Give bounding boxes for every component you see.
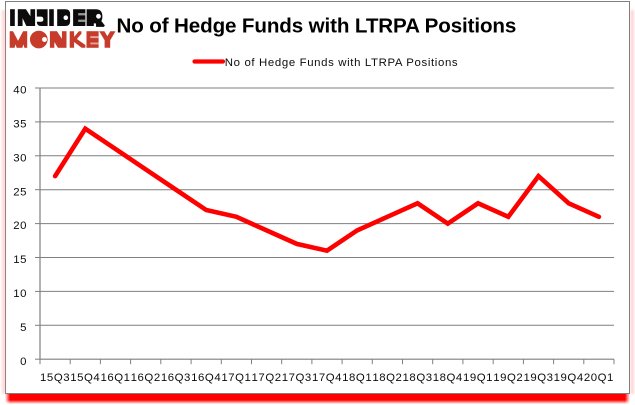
svg-text:15Q4: 15Q4: [70, 372, 100, 384]
svg-text:15Q3: 15Q3: [40, 372, 70, 384]
svg-text:0: 0: [20, 356, 27, 368]
svg-text:18Q4: 18Q4: [433, 372, 463, 384]
svg-text:19Q2: 19Q2: [493, 372, 523, 384]
svg-text:30: 30: [13, 152, 27, 164]
svg-text:17Q1: 17Q1: [221, 372, 251, 384]
svg-text:16Q4: 16Q4: [191, 372, 221, 384]
svg-text:16Q2: 16Q2: [131, 372, 161, 384]
svg-text:40: 40: [13, 85, 27, 97]
svg-text:10: 10: [13, 288, 27, 300]
svg-text:35: 35: [13, 119, 27, 131]
svg-text:16Q3: 16Q3: [161, 372, 191, 384]
svg-text:16Q1: 16Q1: [100, 372, 130, 384]
svg-text:19Q4: 19Q4: [554, 372, 584, 384]
svg-text:20: 20: [13, 220, 27, 232]
svg-text:18Q3: 18Q3: [403, 372, 433, 384]
svg-text:17Q4: 17Q4: [312, 372, 342, 384]
svg-text:5: 5: [20, 322, 27, 334]
svg-text:18Q2: 18Q2: [372, 372, 402, 384]
svg-text:No of Hedge Funds with LTRPA P: No of Hedge Funds with LTRPA Positions: [225, 57, 458, 69]
svg-text:19Q3: 19Q3: [523, 372, 553, 384]
svg-text:19Q1: 19Q1: [463, 372, 493, 384]
svg-text:No of Hedge Funds with LTRPA P: No of Hedge Funds with LTRPA Positions: [117, 15, 517, 38]
svg-text:25: 25: [13, 186, 27, 198]
svg-text:20Q1: 20Q1: [584, 372, 614, 384]
svg-text:17Q3: 17Q3: [282, 372, 312, 384]
svg-text:15: 15: [13, 254, 27, 266]
svg-text:17Q2: 17Q2: [252, 372, 282, 384]
svg-text:18Q1: 18Q1: [342, 372, 372, 384]
